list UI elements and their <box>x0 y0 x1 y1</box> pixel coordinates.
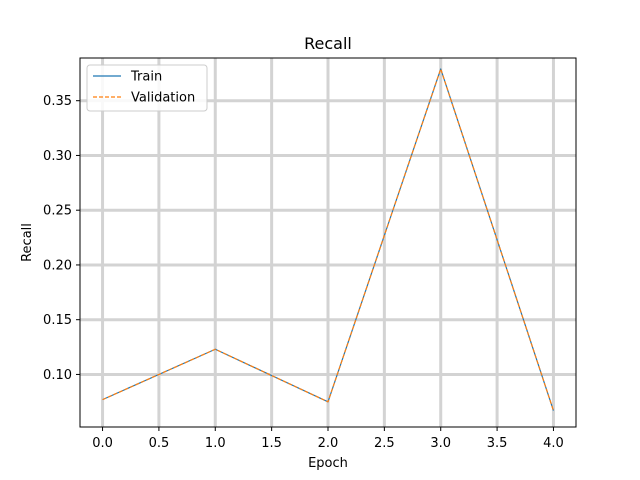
x-tick-label: 3.5 <box>487 436 508 451</box>
y-tick-label: 0.15 <box>43 313 72 328</box>
x-tick-label: 1.5 <box>261 436 282 451</box>
x-tick-label: 0.5 <box>149 436 170 451</box>
grid-layer <box>80 58 576 427</box>
x-tick-label: 4.0 <box>543 436 564 451</box>
y-tick-label: 0.10 <box>43 368 72 383</box>
x-axis-label: Epoch <box>308 456 348 471</box>
chart-title: Recall <box>304 34 352 53</box>
y-tick-label: 0.35 <box>43 94 72 109</box>
series-line-validation <box>102 68 555 411</box>
legend-label-train: Train <box>130 70 162 85</box>
legend: Train Validation <box>86 64 208 112</box>
x-tick-label: 2.5 <box>374 436 395 451</box>
y-axis-label: Recall <box>20 223 35 262</box>
x-tick-label: 2.0 <box>318 436 339 451</box>
y-tick-label: 0.20 <box>43 258 72 273</box>
y-tick-label: 0.30 <box>43 149 72 164</box>
tick-layer: 0.0 0.5 1.0 1.5 2.0 2.5 3.0 3.5 4.0 0.10 0.15 0.20 0… <box>43 94 564 451</box>
x-tick-label: 3.0 <box>430 436 451 451</box>
series-layer <box>102 68 555 411</box>
x-tick-label: 0.0 <box>92 436 113 451</box>
x-tick-label: 1.0 <box>205 436 226 451</box>
y-tick-label: 0.25 <box>43 204 72 219</box>
legend-label-validation: Validation <box>131 91 195 106</box>
